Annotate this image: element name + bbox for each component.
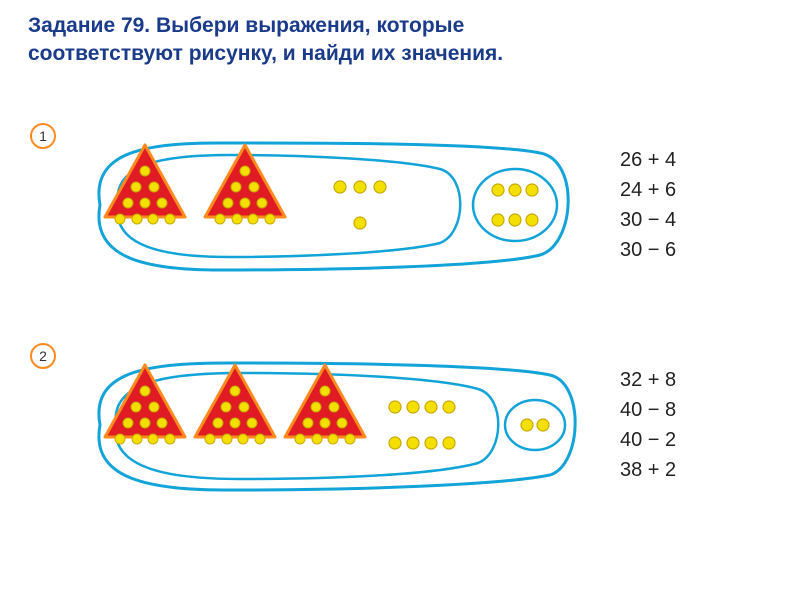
expression: 30 − 6 bbox=[620, 235, 676, 265]
problem-2: 2 32 + 8 40 − 8 40 − 2 38 + 2 bbox=[30, 335, 780, 515]
problem-number-2: 2 bbox=[30, 343, 56, 369]
diagram-1 bbox=[70, 125, 590, 285]
expression: 40 − 8 bbox=[620, 395, 676, 425]
expression: 32 + 8 bbox=[620, 365, 676, 395]
expression: 24 + 6 bbox=[620, 175, 676, 205]
problem-1: 1 26 + 4 24 + 6 30 − 4 30 − 6 bbox=[30, 115, 780, 295]
diagram-2 bbox=[70, 345, 590, 505]
expression: 38 + 2 bbox=[620, 455, 676, 485]
title-line2: соответствуют рисунку, и найди их значен… bbox=[28, 42, 503, 65]
expression: 40 − 2 bbox=[620, 425, 676, 455]
problems-container: 1 26 + 4 24 + 6 30 − 4 30 − 6 2 32 + 8 4… bbox=[0, 75, 800, 515]
problem-number-label: 1 bbox=[39, 128, 47, 144]
expressions-1: 26 + 4 24 + 6 30 − 4 30 − 6 bbox=[620, 145, 676, 265]
problem-number-label: 2 bbox=[39, 348, 47, 364]
expressions-2: 32 + 8 40 − 8 40 − 2 38 + 2 bbox=[620, 365, 676, 485]
expression: 30 − 4 bbox=[620, 205, 676, 235]
title-line1: Задание 79. Выбери выражения, которые bbox=[28, 14, 464, 37]
expression: 26 + 4 bbox=[620, 145, 676, 175]
problem-number-1: 1 bbox=[30, 123, 56, 149]
task-title: Задание 79. Выбери выражения, которые со… bbox=[0, 0, 800, 75]
